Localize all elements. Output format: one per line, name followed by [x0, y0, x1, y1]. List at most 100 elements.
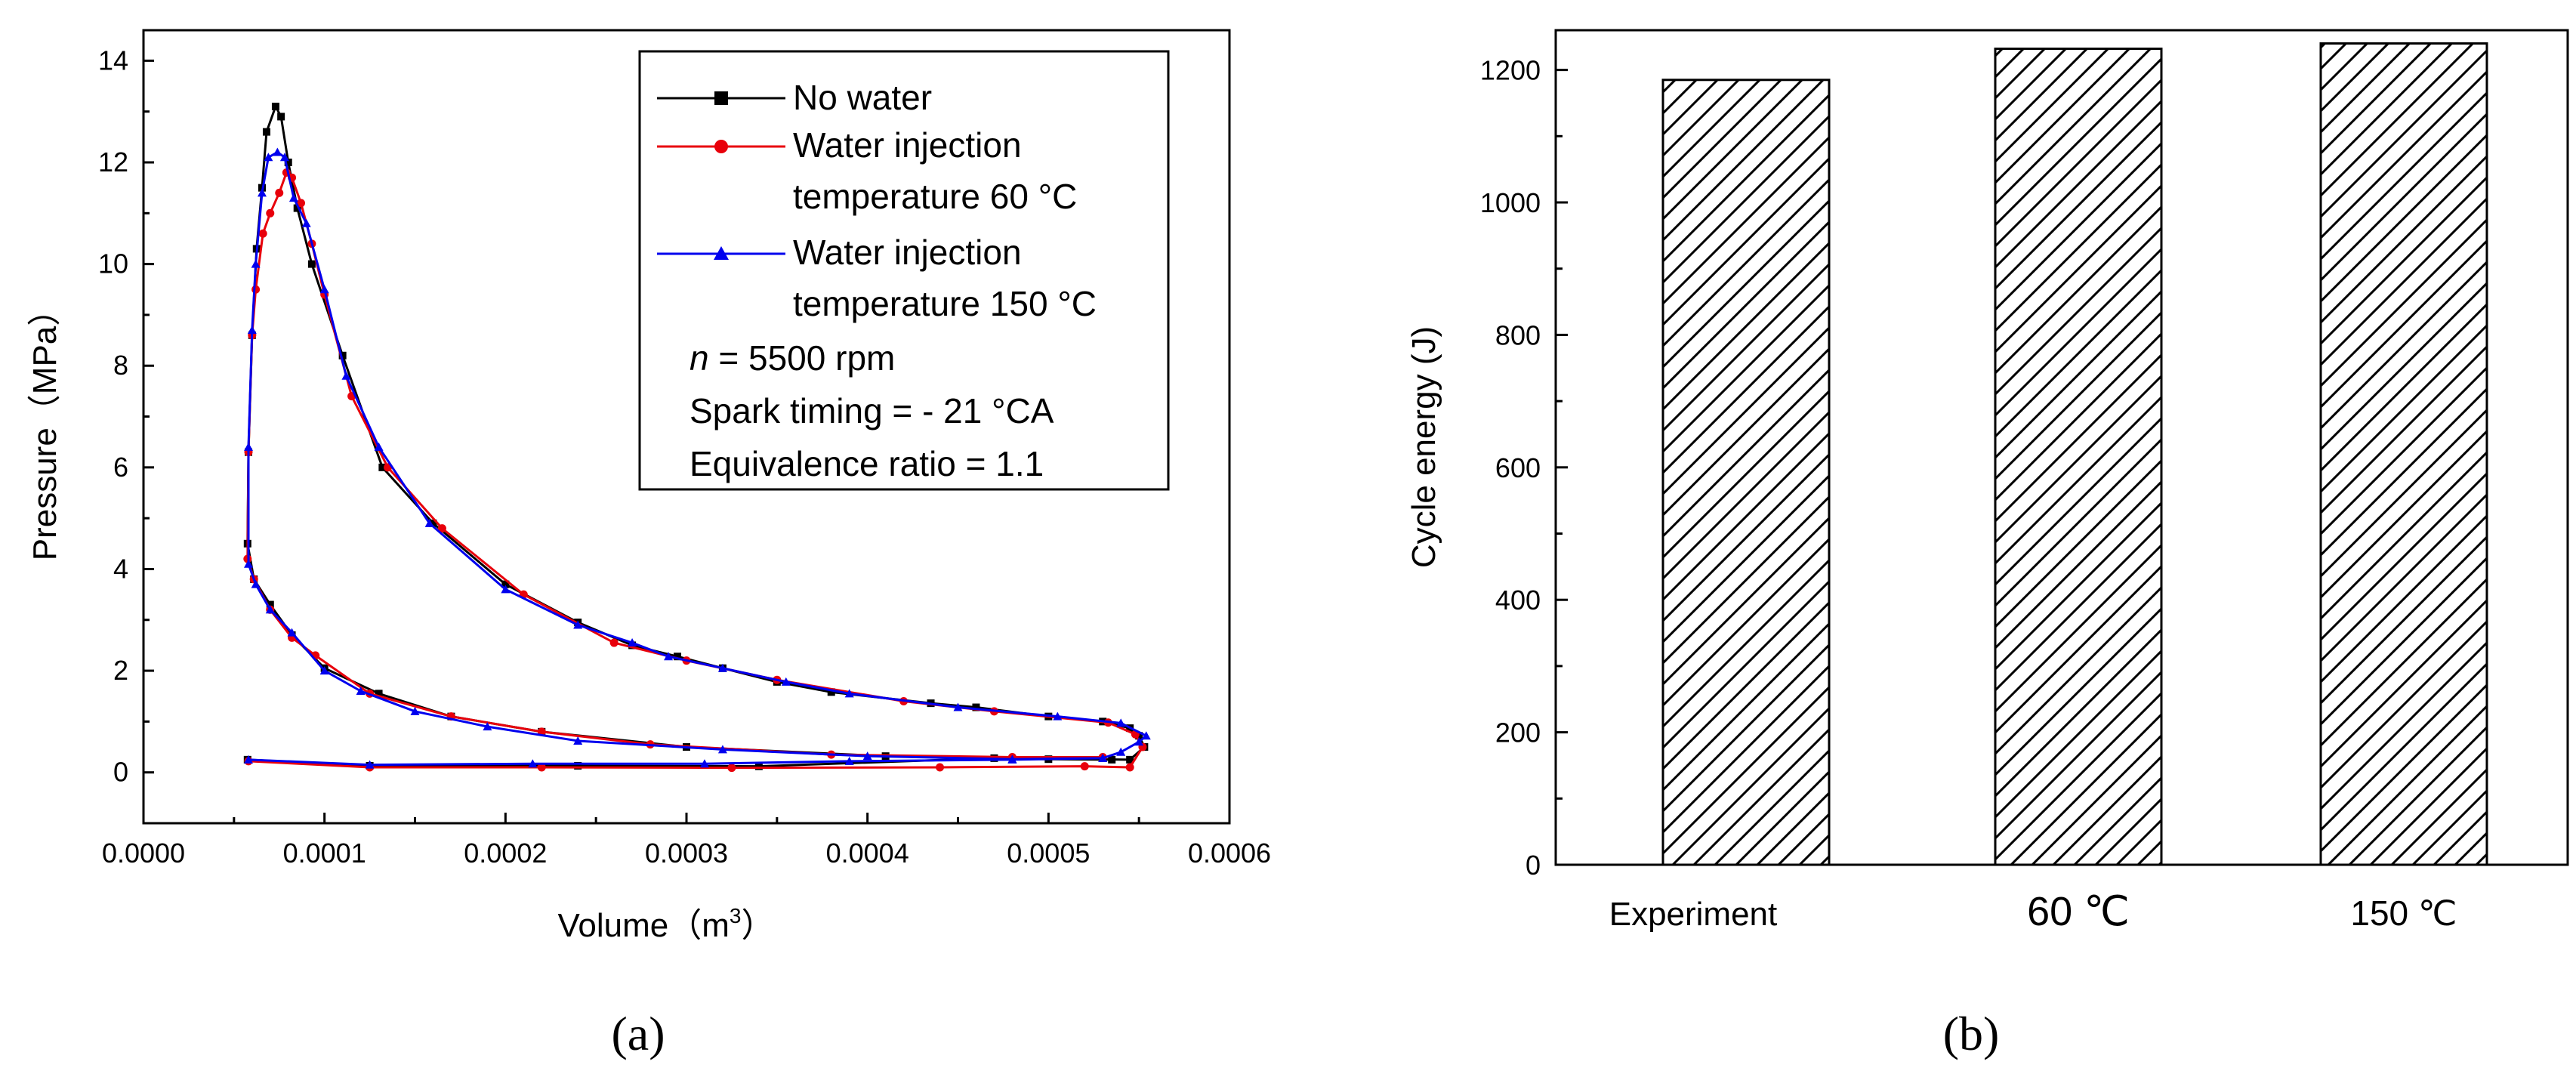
legend-water60-line2: temperature 60 °C: [793, 177, 1077, 216]
data-point: [410, 706, 420, 715]
y-tick-label: 200: [1495, 717, 1541, 748]
data-point: [277, 113, 285, 121]
bar-2: [1994, 48, 2163, 866]
data-point: [378, 463, 387, 471]
y-tick-label: 6: [113, 452, 128, 483]
data-point: [862, 751, 872, 761]
data-point: [1126, 755, 1134, 764]
data-point: [251, 579, 261, 588]
y-tick-label: 600: [1495, 452, 1541, 483]
data-point: [1098, 753, 1108, 762]
x-tick-label: 0.0004: [826, 838, 909, 869]
y-tick-label: 2: [113, 655, 128, 686]
data-point: [437, 524, 446, 533]
data-point: [674, 653, 682, 661]
chart-b-ticks: 0 200 400 600 800 1000 1200: [1480, 55, 1568, 881]
x-tick-label: 0.0000: [102, 838, 185, 869]
chart-a-series: [243, 102, 1151, 773]
data-point: [275, 188, 284, 197]
x-tick-label: 0.0006: [1188, 838, 1271, 869]
y-tick-label: 800: [1495, 319, 1541, 350]
data-point: [699, 759, 709, 768]
y-tick-label: 8: [113, 350, 128, 381]
bar-3: [2319, 42, 2488, 866]
data-point: [844, 756, 854, 765]
y-tick-label: 400: [1495, 585, 1541, 616]
data-point: [844, 689, 854, 698]
x-tick-label: 0.0002: [464, 838, 547, 869]
y-tick-label: 10: [98, 248, 128, 279]
data-point: [271, 102, 279, 110]
y-tick-label: 12: [98, 147, 128, 177]
data-point: [284, 159, 292, 166]
data-point: [717, 663, 727, 672]
legend-marker-no-water: [714, 91, 728, 105]
chart-b-categories: Experiment 60 ℃ 150 ℃: [1609, 889, 2457, 934]
data-point: [375, 690, 383, 698]
data-point: [1125, 763, 1134, 772]
data-point: [1108, 755, 1116, 764]
data-point: [338, 351, 347, 359]
data-point: [537, 763, 546, 772]
data-point: [365, 760, 375, 769]
data-point: [356, 687, 366, 695]
y-tick-label: 4: [113, 553, 128, 584]
x-tick-label: 0.0001: [283, 838, 366, 869]
data-point: [628, 638, 637, 647]
data-point: [717, 745, 727, 754]
data-point: [501, 580, 510, 588]
data-point: [279, 153, 289, 162]
y-tick-label: 1200: [1480, 55, 1541, 86]
data-point: [288, 193, 298, 202]
data-point: [936, 763, 945, 772]
data-point: [727, 764, 736, 773]
data-point: [1141, 731, 1151, 740]
data-point: [528, 759, 538, 768]
chart-b-bars: [1661, 42, 2488, 866]
y-tick-label: 0: [113, 757, 128, 788]
data-point: [266, 600, 274, 609]
data-point: [501, 585, 511, 594]
annotation-spark: Spark timing = - 21 °CA: [690, 391, 1054, 430]
data-point: [244, 754, 254, 764]
data-point: [251, 259, 261, 268]
data-point: [341, 371, 351, 380]
chart-a-ylabel: Pressure（MPa）: [26, 293, 63, 561]
data-point: [609, 638, 619, 647]
data-point: [307, 260, 316, 268]
data-point: [297, 199, 306, 208]
data-point: [244, 559, 254, 568]
series-3: [244, 147, 1151, 769]
data-point: [374, 442, 384, 451]
data-point: [483, 722, 492, 731]
data-point: [251, 285, 261, 294]
data-point: [1134, 737, 1144, 746]
data-point: [262, 128, 270, 136]
data-point: [574, 761, 582, 770]
data-point: [319, 666, 329, 675]
data-point: [1007, 754, 1017, 764]
chart-a-legend: No water Water injection temperature 60 …: [638, 50, 1170, 491]
x-tick-label: 0.0003: [645, 838, 728, 869]
data-point: [257, 188, 267, 197]
data-point: [264, 153, 273, 162]
legend-water60-line1: Water injection: [793, 125, 1022, 165]
data-point: [664, 652, 674, 661]
data-point: [573, 620, 583, 629]
data-point: [953, 702, 963, 711]
y-tick-label: 14: [98, 45, 128, 76]
legend-marker-water150: [714, 246, 729, 260]
category-label: Experiment: [1609, 896, 1778, 933]
data-point: [424, 518, 434, 527]
data-point: [319, 285, 329, 294]
legend-water150-line1: Water injection: [793, 233, 1022, 272]
data-point: [781, 677, 791, 686]
annotation-speed: n = 5500 rpm: [690, 338, 895, 378]
data-point: [754, 762, 763, 770]
legend-no-water: No water: [793, 78, 932, 117]
x-tick-label: 0.0005: [1007, 838, 1090, 869]
data-point: [287, 628, 297, 637]
data-point: [1053, 711, 1063, 721]
data-point: [247, 326, 257, 335]
